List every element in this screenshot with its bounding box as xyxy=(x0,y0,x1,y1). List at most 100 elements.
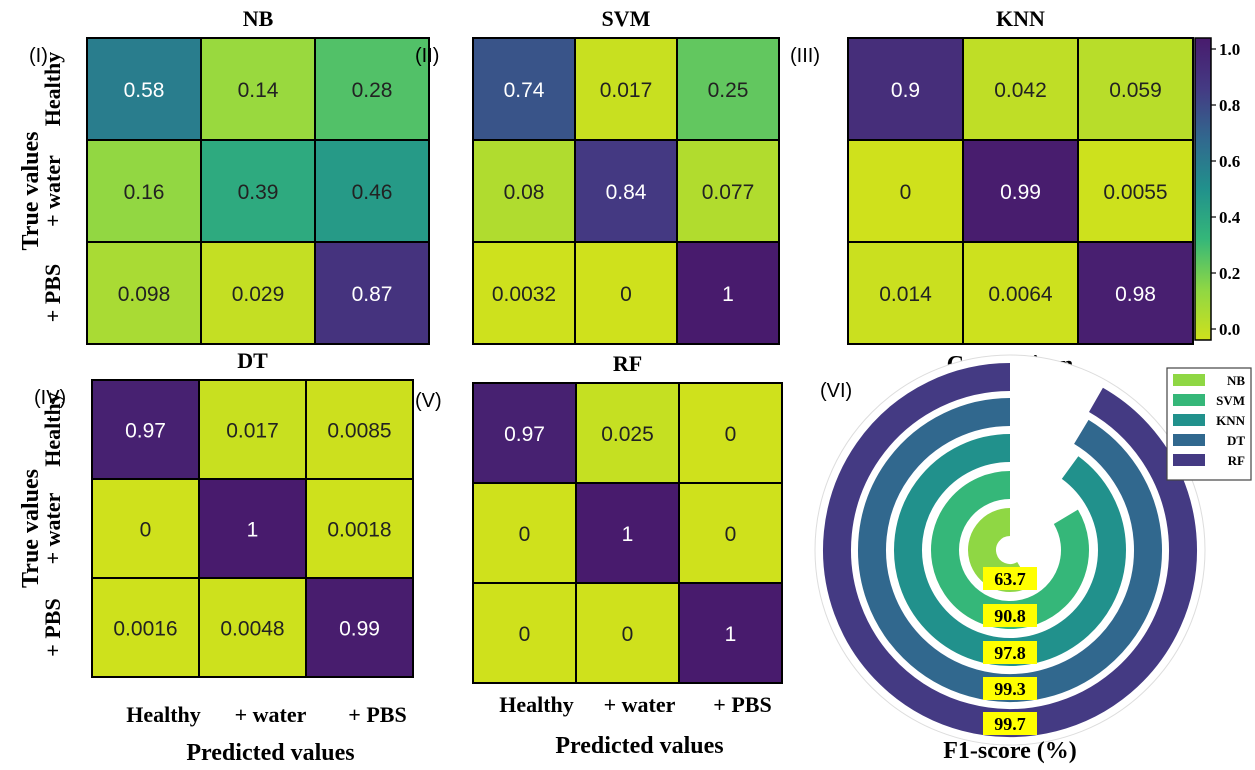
x-axis: Healthy + water + PBS Predicted values xyxy=(126,702,406,766)
y-axis: Healthy + water + PBS True values xyxy=(18,392,65,656)
heatmap-cell xyxy=(575,582,680,684)
cell-value-label: 0.0032 xyxy=(492,283,556,306)
panel-title: SVM xyxy=(602,6,651,31)
panel-label: (IV) xyxy=(34,387,66,409)
heatmap-cell xyxy=(676,37,780,141)
heatmap-cell xyxy=(575,382,680,484)
cell-value-label: 0.025 xyxy=(601,423,654,446)
heatmap-cell xyxy=(678,582,783,684)
heatmap-cell xyxy=(472,139,576,243)
value-label: 99.3 xyxy=(994,679,1026,699)
heatmap-cell xyxy=(678,382,783,484)
legend-label: KNN xyxy=(1216,413,1246,428)
heatmap-cell xyxy=(200,241,316,345)
cell-value-label: 0.077 xyxy=(702,181,755,204)
cell-value-label: 0 xyxy=(620,283,632,306)
heatmap-cell xyxy=(91,577,200,678)
cell-value-label: 0.97 xyxy=(125,420,166,443)
cell-value-label: 0.16 xyxy=(124,181,165,204)
heatmap-cell xyxy=(472,582,577,684)
x-axis-title: F1-score (%) xyxy=(943,738,1077,764)
panel-label: (VI) xyxy=(820,380,852,402)
cell-value-label: 1 xyxy=(722,283,734,306)
cell-value-label: 0.58 xyxy=(124,79,165,102)
value-label-highlight xyxy=(983,712,1037,735)
y-axis: Healthy + water + PBS True values xyxy=(18,52,65,322)
colorbar-gradient xyxy=(1194,37,1212,341)
heatmap-panel-svm: SVM (II) 0.74 0.017 0.25 0.08 0.84 0.077 0.0032 0… xyxy=(415,6,780,345)
y-tick-label: Healthy xyxy=(40,392,65,467)
cell-value-label: 0.99 xyxy=(1000,181,1041,204)
colorbar-tick-label: 0.2 xyxy=(1219,264,1240,283)
cell-value-label: 0 xyxy=(519,523,531,546)
y-axis-title: True values xyxy=(18,469,44,588)
heatmap-cell xyxy=(678,482,783,584)
heatmap-cell xyxy=(847,37,964,141)
y-axis-title: True values xyxy=(18,132,44,251)
heatmap-cell xyxy=(305,379,414,480)
cell-value-label: 0.74 xyxy=(504,79,545,102)
legend-swatch xyxy=(1173,414,1205,426)
x-axis: Healthy + water + PBS Predicted values xyxy=(499,692,771,759)
cell-value-label: 0.0016 xyxy=(113,618,177,641)
value-label-highlight xyxy=(983,567,1037,590)
cell-value-label: 0.87 xyxy=(352,283,393,306)
y-tick-label: + PBS xyxy=(40,264,65,322)
x-tick-label: + water xyxy=(235,702,307,727)
panel-title: NB xyxy=(243,6,274,31)
heatmap-cell xyxy=(1077,139,1194,243)
heatmap-cell xyxy=(574,139,678,243)
legend-label: DT xyxy=(1227,433,1245,448)
cell-value-label: 0.017 xyxy=(600,79,653,102)
cell-value-label: 0.029 xyxy=(232,283,285,306)
value-label-highlight xyxy=(983,677,1037,700)
cell-value-label: 0.84 xyxy=(606,181,647,204)
heatmap-cell xyxy=(314,37,430,141)
cell-value-label: 0.0085 xyxy=(327,420,391,443)
x-tick-label: Healthy xyxy=(126,702,201,727)
heatmap-cell xyxy=(847,139,964,243)
legend-label: SVM xyxy=(1216,393,1245,408)
legend-label: RF xyxy=(1228,453,1245,468)
heatmap-cell xyxy=(472,482,577,584)
x-tick-label: Healthy xyxy=(499,692,574,717)
cell-value-label: 0.9 xyxy=(891,79,920,102)
panel-title: KNN xyxy=(996,6,1045,31)
legend-swatch xyxy=(1173,434,1205,446)
cell-value-label: 0.017 xyxy=(226,420,279,443)
legend-swatch xyxy=(1173,394,1205,406)
cell-value-label: 0.042 xyxy=(994,79,1047,102)
colorbar-tick-label: 1.0 xyxy=(1219,40,1240,59)
heatmap-cell xyxy=(314,139,430,243)
cell-value-label: 0.97 xyxy=(504,423,545,446)
panel-label: (I) xyxy=(29,45,48,67)
cell-value-label: 0 xyxy=(519,623,531,646)
value-label: 63.7 xyxy=(994,569,1026,589)
legend: NB SVM KNN DT RF xyxy=(1166,367,1252,481)
colorbar: 1.0 0.8 0.6 0.4 0.2 0.0 xyxy=(1194,37,1241,341)
colorbar-tick-label: 0.4 xyxy=(1219,208,1241,227)
x-tick-label: + PBS xyxy=(348,702,406,727)
cell-value-label: 0 xyxy=(140,519,152,542)
heatmap-cell xyxy=(676,139,780,243)
cell-value-label: 0 xyxy=(900,181,912,204)
cell-value-label: 0.08 xyxy=(504,181,545,204)
cell-value-label: 0 xyxy=(725,423,737,446)
x-axis-title: Predicted values xyxy=(186,740,354,766)
y-tick-label: Healthy xyxy=(40,52,65,127)
cell-value-label: 0.059 xyxy=(1109,79,1162,102)
y-tick-label: + water xyxy=(40,155,65,227)
heatmap-panel-rf: RF (V) 0.97 0.025 0 0 1 0 0 0 1 xyxy=(415,351,783,684)
cell-value-label: 0.098 xyxy=(118,283,171,306)
heatmap-cell xyxy=(847,241,964,345)
x-axis-title: Predicted values xyxy=(555,733,723,759)
legend-swatch xyxy=(1173,374,1205,386)
heatmap-cell xyxy=(574,37,678,141)
cell-value-label: 0.39 xyxy=(238,181,279,204)
cell-value-label: 1 xyxy=(622,523,634,546)
heatmap-cell xyxy=(1077,37,1194,141)
cell-value-label: 0.0064 xyxy=(988,283,1053,306)
cell-value-label: 1 xyxy=(247,519,259,542)
